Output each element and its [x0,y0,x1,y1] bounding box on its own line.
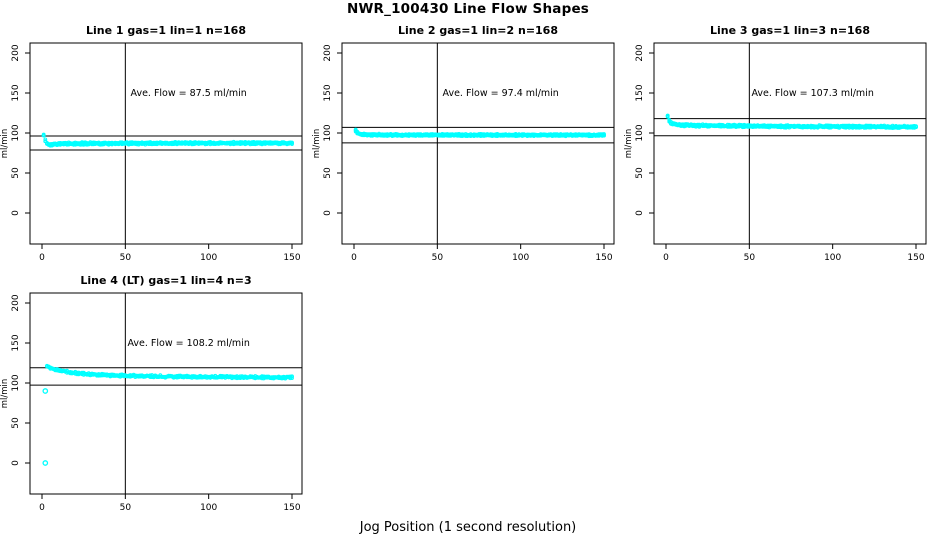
svg-text:200: 200 [635,44,645,61]
svg-text:200: 200 [11,294,21,311]
svg-text:100: 100 [11,124,21,141]
panel-line1: Line 1 gas=1 lin=1 n=168 0 50 100 150 0 50 100 1… [0,18,312,268]
svg-text:0: 0 [11,460,21,466]
svg-text:Line 4 (LT) gas=1 lin=4 n=3: Line 4 (LT) gas=1 lin=4 n=3 [80,274,251,287]
line1-flow-chart: Line 1 gas=1 lin=1 n=168 0 50 100 150 0 50 100 1… [0,24,303,263]
empty-cell [312,268,624,518]
svg-text:100: 100 [11,374,21,391]
svg-text:ml/min: ml/min [0,129,10,159]
svg-text:50: 50 [11,417,21,429]
svg-text:ml/min: ml/min [0,379,10,409]
svg-text:150: 150 [635,84,645,101]
svg-text:50: 50 [120,253,132,263]
chart-grid: Line 1 gas=1 lin=1 n=168 0 50 100 150 0 50 100 1… [0,18,936,518]
svg-text:200: 200 [323,44,333,61]
svg-text:100: 100 [824,253,841,263]
svg-text:0: 0 [323,210,333,216]
svg-text:100: 100 [323,124,333,141]
line2-flow-chart: Line 2 gas=1 lin=2 n=168 0 50 100 150 0 50 100 1… [312,24,615,263]
svg-text:0: 0 [351,253,357,263]
svg-text:200: 200 [11,44,21,61]
svg-text:0: 0 [11,210,21,216]
svg-text:0: 0 [663,253,669,263]
svg-text:50: 50 [744,253,756,263]
panel-line4: Line 4 (LT) gas=1 lin=4 n=3 0 50 100 150 0 50 1… [0,268,312,518]
svg-text:150: 150 [283,253,300,263]
svg-text:ml/min: ml/min [312,129,322,159]
svg-text:100: 100 [200,503,217,513]
svg-text:150: 150 [323,84,333,101]
svg-text:0: 0 [39,253,45,263]
svg-text:150: 150 [283,503,300,513]
x-axis-label: Jog Position (1 second resolution) [359,520,577,535]
svg-text:0: 0 [39,503,45,513]
svg-text:Ave. Flow = 107.3 ml/min: Ave. Flow = 107.3 ml/min [751,88,873,99]
empty-cell [624,268,936,518]
svg-text:0: 0 [635,210,645,216]
page-title: NWR_100430 Line Flow Shapes [346,1,590,17]
svg-text:100: 100 [200,253,217,263]
line3-flow-chart: Line 3 gas=1 lin=3 n=168 0 50 100 150 0 50 100 1… [624,24,927,263]
svg-text:50: 50 [120,503,132,513]
panel-line2: Line 2 gas=1 lin=2 n=168 0 50 100 150 0 50 100 1… [312,18,624,268]
svg-text:150: 150 [595,253,612,263]
line4-flow-chart: Line 4 (LT) gas=1 lin=4 n=3 0 50 100 150 0 50 1… [0,274,303,513]
svg-text:150: 150 [11,84,21,101]
svg-text:100: 100 [512,253,529,263]
svg-text:150: 150 [907,253,924,263]
svg-text:Ave. Flow = 108.2 ml/min: Ave. Flow = 108.2 ml/min [127,338,249,349]
svg-text:50: 50 [323,167,333,179]
svg-text:ml/min: ml/min [624,129,634,159]
svg-text:Line 2 gas=1 lin=2 n=168: Line 2 gas=1 lin=2 n=168 [398,24,558,37]
svg-text:50: 50 [11,167,21,179]
svg-text:Line 1 gas=1 lin=1 n=168: Line 1 gas=1 lin=1 n=168 [86,24,246,37]
svg-text:50: 50 [635,167,645,179]
svg-text:Ave. Flow = 87.5 ml/min: Ave. Flow = 87.5 ml/min [131,88,247,99]
svg-text:Line 3 gas=1 lin=3 n=168: Line 3 gas=1 lin=3 n=168 [710,24,870,37]
panel-line3: Line 3 gas=1 lin=3 n=168 0 50 100 150 0 50 100 1… [624,18,936,268]
svg-text:Ave. Flow = 97.4 ml/min: Ave. Flow = 97.4 ml/min [443,88,559,99]
svg-text:150: 150 [11,334,21,351]
svg-text:50: 50 [432,253,444,263]
svg-text:100: 100 [635,124,645,141]
